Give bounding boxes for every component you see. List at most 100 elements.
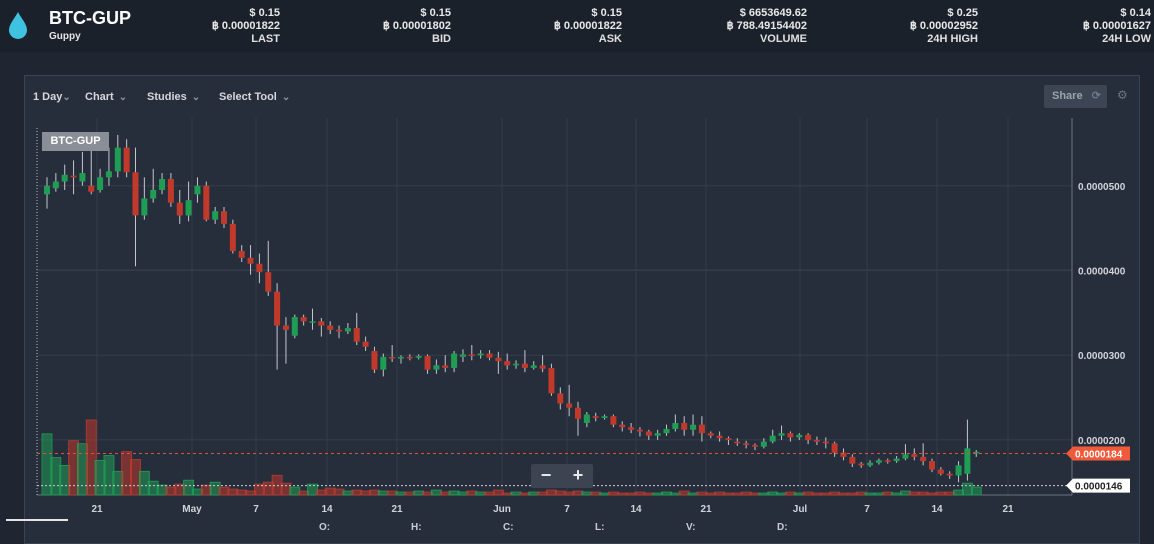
candle-body: [867, 462, 874, 466]
candle-body: [929, 461, 935, 470]
stat-24h-low: $ 0.14 ฿ 0.00001627 24H LOW: [1083, 7, 1151, 46]
interval-select[interactable]: 1 Day⌄: [33, 91, 71, 103]
stat-btc: ฿ 0.00001822: [211, 20, 280, 32]
candle-body: [212, 211, 219, 220]
stat-label: 24H LOW: [1102, 33, 1151, 45]
coin-name: Guppy: [49, 31, 81, 42]
ohlc-close: C:: [503, 522, 514, 533]
candle-body: [619, 424, 626, 428]
stat-bid: $ 0.15 ฿ 0.00001802 BID: [383, 7, 451, 46]
candle-body: [769, 435, 776, 442]
candle-body: [530, 365, 537, 368]
ohlc-low: L:: [595, 522, 605, 533]
candle-body: [229, 223, 236, 252]
stat-usd: $ 6653649.62: [739, 7, 807, 19]
candle-body: [159, 178, 166, 191]
ohlc-high: H:: [411, 522, 422, 533]
candle-body: [477, 353, 484, 356]
candle-body: [521, 363, 528, 368]
candle-body: [167, 178, 174, 203]
chart-type-menu[interactable]: Chart ⌄: [85, 91, 128, 103]
candle-body: [194, 185, 201, 195]
x-tick-label: 21: [700, 504, 712, 515]
gear-icon[interactable]: ⚙: [1117, 88, 1128, 102]
candle-body: [911, 454, 918, 457]
stat-btc: ฿ 0.00001627: [1082, 20, 1151, 32]
low-line-tag: [1066, 478, 1130, 493]
candle-body: [636, 429, 643, 432]
candle-body: [61, 174, 68, 182]
candle-body: [318, 321, 325, 326]
candle-body: [371, 350, 378, 370]
y-tick-label: 0.0000300: [1078, 351, 1126, 362]
stat-btc: ฿ 788.49154402: [726, 20, 807, 32]
candle-body: [433, 365, 440, 370]
candle-body: [362, 341, 369, 347]
candle-body: [672, 422, 679, 429]
candle-body: [105, 171, 112, 178]
candle-body: [964, 448, 971, 474]
candle-body: [185, 200, 192, 216]
x-tick-label: 21: [391, 504, 403, 515]
candle-body: [265, 272, 272, 292]
candle-body: [353, 328, 360, 342]
candle-body: [548, 367, 555, 394]
candle-body: [176, 202, 183, 216]
stat-label: 24H HIGH: [927, 33, 978, 45]
candle-body: [389, 356, 396, 359]
candle-body: [539, 365, 546, 369]
zoom-out-button[interactable]: −: [540, 465, 552, 485]
candle-body: [141, 198, 148, 216]
candle-body: [486, 353, 493, 358]
candle-body: [690, 424, 697, 430]
candle-body: [309, 321, 316, 323]
y-tick-label: 0.0000400: [1078, 266, 1126, 277]
candle-body: [955, 465, 962, 476]
market-pair: BTC-GUP: [49, 8, 131, 28]
candle-body: [566, 403, 573, 408]
candle-body: [610, 416, 617, 425]
volume-bar: [183, 479, 195, 496]
share-button[interactable]: Share ⟳: [1044, 85, 1107, 108]
candle-body: [291, 317, 298, 336]
y-tick-label: 0.0000500: [1078, 182, 1126, 193]
zoom-in-button[interactable]: +: [572, 465, 584, 485]
candle-body: [123, 147, 130, 173]
candle-body: [221, 211, 227, 224]
candle-body: [946, 473, 953, 476]
candle-body: [583, 414, 590, 423]
candle-body: [513, 363, 520, 366]
candle-body: [442, 365, 449, 368]
candle-body: [79, 173, 86, 182]
candle-body: [778, 433, 785, 436]
candle-body: [88, 185, 95, 192]
candle-body: [238, 251, 245, 258]
chevron-down-icon: ⌄: [281, 92, 291, 103]
candle-body: [937, 469, 944, 474]
candle-body: [716, 435, 723, 439]
ohlc-date: D:: [777, 522, 788, 533]
studies-menu[interactable]: Studies ⌄: [147, 91, 201, 103]
x-tick-label: 14: [321, 504, 333, 515]
candle-body: [256, 263, 263, 273]
stat-label: LAST: [251, 33, 280, 45]
candle-body: [406, 356, 413, 359]
stat-ask: $ 0.15 ฿ 0.00001822 ASK: [554, 7, 622, 46]
scroll-indicator: [6, 519, 68, 521]
select-tool-menu[interactable]: Select Tool ⌄: [219, 91, 291, 103]
candle-body: [725, 438, 732, 440]
candle-body: [920, 456, 927, 462]
chevron-down-icon: ⌄: [118, 92, 128, 103]
x-tick-label: Jul: [793, 504, 808, 515]
stat-usd: $ 0.15: [420, 7, 451, 19]
candle-body: [495, 357, 502, 362]
candle-body: [601, 416, 608, 418]
x-tick-label: May: [182, 504, 202, 515]
candle-body: [327, 325, 334, 330]
low-line-label: 0.0000146: [1075, 482, 1123, 493]
candle-body: [150, 190, 157, 199]
candle-body: [893, 458, 900, 462]
candle-body: [203, 185, 210, 220]
candle-body: [97, 177, 104, 191]
